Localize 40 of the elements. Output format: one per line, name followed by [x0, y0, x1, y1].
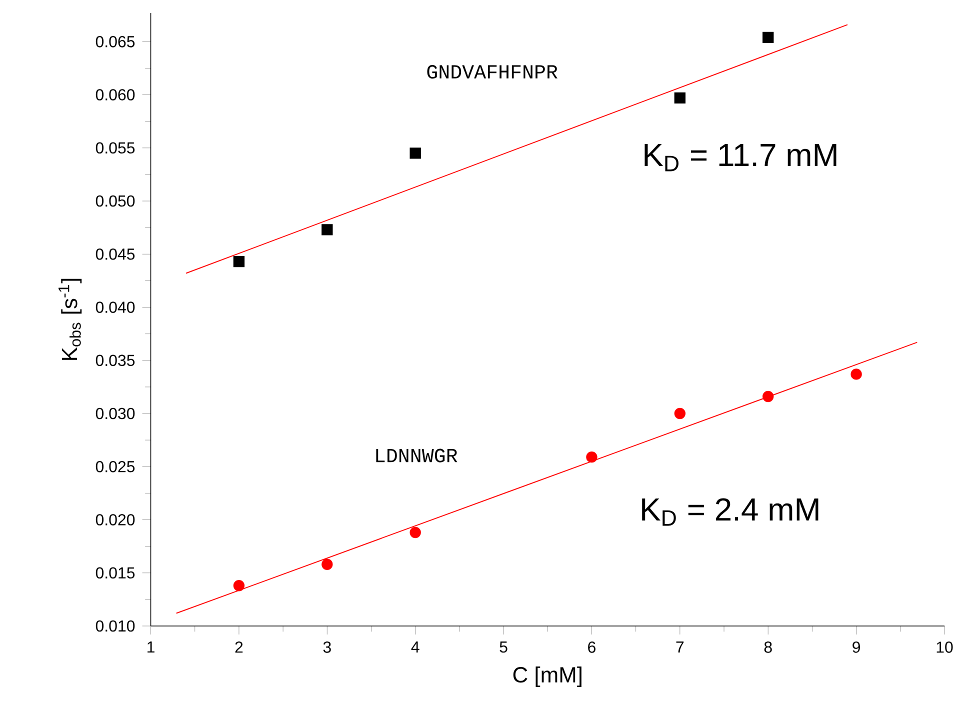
- y-tick-label: 0.035: [96, 354, 135, 366]
- point: [586, 452, 598, 463]
- x-tick-label: 10: [936, 642, 953, 653]
- annotation: K$_{D}$ = 11.7 mM: [644, 144, 836, 172]
- y-tick-label: 0.040: [96, 302, 135, 313]
- point: [674, 408, 686, 420]
- x-tick-label: 5: [500, 642, 508, 653]
- x-tick-label: 3: [323, 642, 331, 653]
- x-tick-label: 4: [411, 642, 420, 653]
- x-tick-label: 8: [764, 642, 772, 653]
- y-tick-label: 0.010: [96, 620, 135, 632]
- y-tick-label: 0.055: [96, 142, 135, 154]
- x-tick-label: 1: [148, 642, 154, 653]
- point: [233, 256, 245, 268]
- point: [410, 148, 421, 159]
- y-axis-title: K$_{obs}$ [s$^{-1}$]: [58, 278, 82, 360]
- point: [674, 92, 686, 104]
- x-tick-label: 6: [588, 642, 596, 653]
- y-tick-label: 0.015: [96, 567, 135, 579]
- annotation: K$_{D}$ = 2.4 mM: [642, 498, 818, 526]
- annotation: LDNNWGR: [376, 448, 458, 462]
- y-tick-label: 0.060: [96, 89, 135, 101]
- y-tick-label: 0.020: [96, 514, 135, 526]
- x-tick-label: 2: [235, 642, 243, 653]
- point: [233, 580, 245, 592]
- point: [410, 526, 421, 538]
- x-axis-title: C [mM]: [513, 666, 582, 688]
- y-tick-label: 0.030: [96, 408, 135, 420]
- x-tick-label: 7: [676, 642, 684, 653]
- point: [850, 368, 862, 380]
- point: [322, 558, 333, 570]
- point: [762, 32, 774, 44]
- y-tick-label: 0.045: [96, 248, 135, 260]
- y-tick-label: 0.025: [96, 461, 135, 472]
- point: [322, 224, 333, 236]
- y-tick-label: 0.065: [96, 36, 135, 48]
- point: [762, 390, 774, 402]
- y-tick-label: 0.050: [96, 195, 135, 207]
- x-tick-label: 9: [852, 642, 860, 653]
- annotation: GNDVAFHFNPR: [427, 65, 558, 79]
